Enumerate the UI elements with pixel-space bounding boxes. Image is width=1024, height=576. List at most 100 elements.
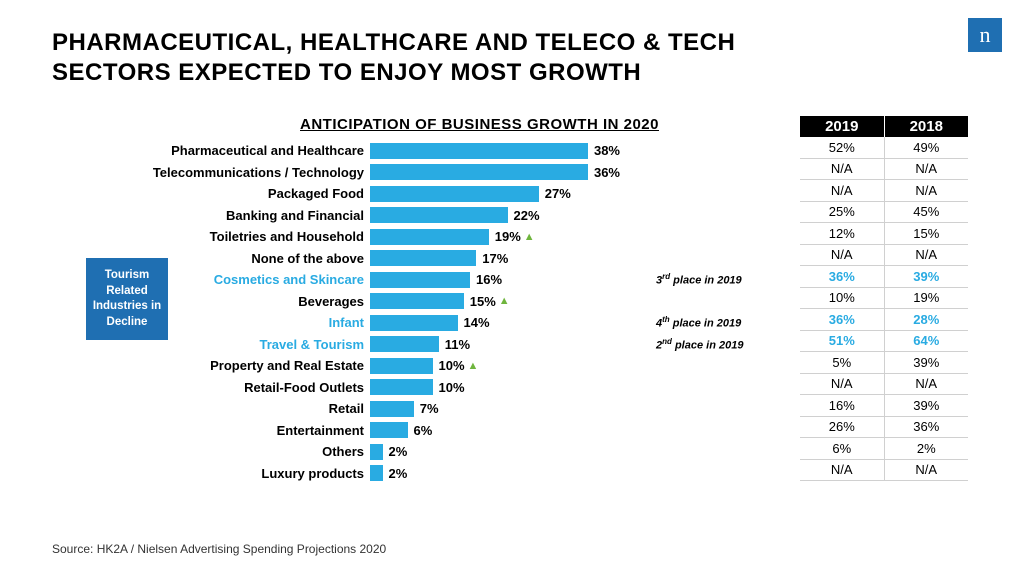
table-cell: 39% xyxy=(885,266,969,287)
up-triangle-icon: ▲ xyxy=(468,360,479,372)
note-row: 2nd place in 2019 xyxy=(656,334,786,356)
table-cell: 19% xyxy=(885,288,969,309)
bar xyxy=(370,143,588,159)
table-cell: 5% xyxy=(800,352,885,373)
note-row xyxy=(656,162,786,184)
chart-row: Property and Real Estate 10%▲ xyxy=(140,355,700,377)
table-row: N/AN/A xyxy=(800,374,968,396)
bar-value: 11% xyxy=(445,337,470,352)
chart-row: Entertainment6% xyxy=(140,420,700,442)
row-label: Telecommunications / Technology xyxy=(140,165,370,180)
chart-row: Banking and Financial 22% xyxy=(140,205,700,227)
table-cell: 28% xyxy=(885,309,969,330)
row-label: Pharmaceutical and Healthcare xyxy=(140,143,370,158)
table-row: 36%28% xyxy=(800,309,968,331)
note-row: 4th place in 2019 xyxy=(656,312,786,334)
table-row: 10%19% xyxy=(800,288,968,310)
row-label: Entertainment xyxy=(140,423,370,438)
table-cell: 36% xyxy=(800,266,885,287)
table-header: 2019 xyxy=(800,116,885,137)
chart-row: Retail-Food Outlets10% xyxy=(140,377,700,399)
table-row: 51%64% xyxy=(800,331,968,353)
note-row xyxy=(656,441,786,463)
note-row xyxy=(656,463,786,485)
table-cell: N/A xyxy=(800,159,885,180)
table-row: N/AN/A xyxy=(800,460,968,482)
note-row: 3rd place in 2019 xyxy=(656,269,786,291)
rank-note: 4th place in 2019 xyxy=(656,315,741,330)
table-cell: 52% xyxy=(800,137,885,158)
bar-value: 2% xyxy=(389,444,408,459)
chart-row: None of the above17% xyxy=(140,248,700,270)
bar-value: 16% xyxy=(476,272,502,287)
bar xyxy=(370,186,539,202)
table-row: 25%45% xyxy=(800,202,968,224)
table-cell: 6% xyxy=(800,438,885,459)
up-triangle-icon: ▲ xyxy=(524,231,535,243)
chart-row: Telecommunications / Technology 36% xyxy=(140,162,700,184)
bar-chart: Pharmaceutical and Healthcare 38% Telecomm… xyxy=(140,140,700,484)
bar-value: 19% xyxy=(495,229,521,244)
row-label: Others xyxy=(140,444,370,459)
bar-value: 27% xyxy=(545,186,571,201)
chart-row: Pharmaceutical and Healthcare 38% xyxy=(140,140,700,162)
bar-value: 7% xyxy=(420,401,439,416)
table-row: 52%49% xyxy=(800,137,968,159)
note-row xyxy=(656,205,786,227)
row-label: Cosmetics and Skincare xyxy=(140,272,370,287)
table-cell: 15% xyxy=(885,223,969,244)
note-row xyxy=(656,291,786,313)
table-cell: 12% xyxy=(800,223,885,244)
bar-value: 14% xyxy=(464,315,490,330)
bar xyxy=(370,293,464,309)
chart-row: Cosmetics and Skincare 16% xyxy=(140,269,700,291)
row-label: Property and Real Estate xyxy=(140,358,370,373)
chart-title: ANTICIPATION OF BUSINESS GROWTH IN 2020 xyxy=(300,116,659,133)
table-cell: N/A xyxy=(885,159,969,180)
bar-value: 2% xyxy=(389,466,408,481)
bar xyxy=(370,422,408,438)
table-row: 6%2% xyxy=(800,438,968,460)
bar-value: 10% xyxy=(439,358,465,373)
table-row: N/AN/A xyxy=(800,245,968,267)
bar-value: 15% xyxy=(470,294,496,309)
table-row: 5%39% xyxy=(800,352,968,374)
table-cell: 10% xyxy=(800,288,885,309)
row-label: Banking and Financial xyxy=(140,208,370,223)
table-cell: 49% xyxy=(885,137,969,158)
source-text: Source: HK2A / Nielsen Advertising Spend… xyxy=(52,542,386,556)
note-row xyxy=(656,355,786,377)
row-label: Beverages xyxy=(140,294,370,309)
bar xyxy=(370,465,383,481)
bar-value: 17% xyxy=(482,251,508,266)
note-row xyxy=(656,420,786,442)
bar xyxy=(370,164,588,180)
bar-value: 38% xyxy=(594,143,620,158)
chart-row: Infant14% xyxy=(140,312,700,334)
chart-row: Packaged Food 27% xyxy=(140,183,700,205)
row-label: Travel & Tourism xyxy=(140,337,370,352)
bar xyxy=(370,229,489,245)
table-cell: N/A xyxy=(885,374,969,395)
bar xyxy=(370,358,433,374)
bar-value: 22% xyxy=(514,208,540,223)
table-cell: N/A xyxy=(800,180,885,201)
note-row xyxy=(656,377,786,399)
chart-row: Beverages15%▲ xyxy=(140,291,700,313)
chart-row: Travel & Tourism 11% xyxy=(140,334,700,356)
table-cell: 26% xyxy=(800,417,885,438)
table-cell: N/A xyxy=(885,180,969,201)
table-cell: 16% xyxy=(800,395,885,416)
table-row: N/AN/A xyxy=(800,180,968,202)
table-cell: 39% xyxy=(885,395,969,416)
note-row xyxy=(656,183,786,205)
page-title: PHARMACEUTICAL, HEALTHCARE AND TELECO & … xyxy=(52,28,772,88)
bar-value: 36% xyxy=(594,165,620,180)
table-cell: 64% xyxy=(885,331,969,352)
table-cell: 36% xyxy=(885,417,969,438)
row-label: Packaged Food xyxy=(140,186,370,201)
table-cell: N/A xyxy=(800,460,885,481)
bar xyxy=(370,272,470,288)
table-cell: 45% xyxy=(885,202,969,223)
table-cell: 25% xyxy=(800,202,885,223)
